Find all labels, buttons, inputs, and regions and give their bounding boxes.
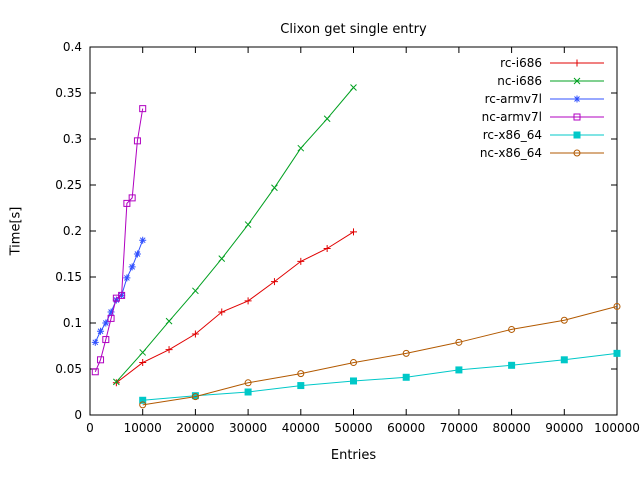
series-rc-armv7l <box>91 236 147 346</box>
x-tick-label: 100000 <box>594 421 640 435</box>
y-tick-label: 0.3 <box>63 132 82 146</box>
x-tick-label: 70000 <box>440 421 478 435</box>
legend-label-nc-armv7l: nc-armv7l <box>482 110 542 124</box>
legend: rc-i686 nc-i686 rc-armv7l nc-armv7l rc-x86_6… <box>480 56 604 160</box>
legend-label-rc-i686: rc-i686 <box>500 56 542 70</box>
x-tick-label: 30000 <box>229 421 267 435</box>
legend-label-nc-i686: nc-i686 <box>497 74 542 88</box>
x-tick-label: 80000 <box>493 421 531 435</box>
x-tick-label: 50000 <box>334 421 372 435</box>
y-tick-label: 0.05 <box>55 362 82 376</box>
x-tick-label: 40000 <box>282 421 320 435</box>
series-nc-x86_64 <box>139 302 621 409</box>
series-nc-armv7l <box>91 105 147 376</box>
y-tick-label: 0.25 <box>55 178 82 192</box>
x-tick-label: 10000 <box>124 421 162 435</box>
series-nc-i686 <box>112 84 357 386</box>
legend-label-rc-x86_64: rc-x86_64 <box>483 128 542 142</box>
legend-label-rc-armv7l: rc-armv7l <box>485 92 542 106</box>
y-tick-label: 0.2 <box>63 224 82 238</box>
chart-title: Clixon get single entry <box>280 22 427 37</box>
x-axis-ticks: 0 10000 20000 30000 40000 50000 60000 70000 8000… <box>86 47 640 435</box>
x-tick-label: 90000 <box>545 421 583 435</box>
y-tick-label: 0.4 <box>63 40 82 54</box>
y-tick-label: 0.1 <box>63 316 82 330</box>
y-axis-ticks: 0 0.05 0.1 0.15 0.2 0.25 0.3 0.35 0.4 <box>55 40 617 422</box>
series-rc-x86_64 <box>139 349 621 404</box>
x-axis-title: Entries <box>330 448 377 463</box>
y-tick-label: 0.15 <box>55 270 82 284</box>
x-tick-label: 60000 <box>387 421 425 435</box>
series-rc-i686 <box>112 228 357 387</box>
y-tick-label: 0 <box>74 408 82 422</box>
x-tick-label: 20000 <box>176 421 214 435</box>
legend-label-nc-x86_64: nc-x86_64 <box>480 146 542 160</box>
y-tick-label: 0.35 <box>55 86 82 100</box>
x-tick-label: 0 <box>86 421 94 435</box>
